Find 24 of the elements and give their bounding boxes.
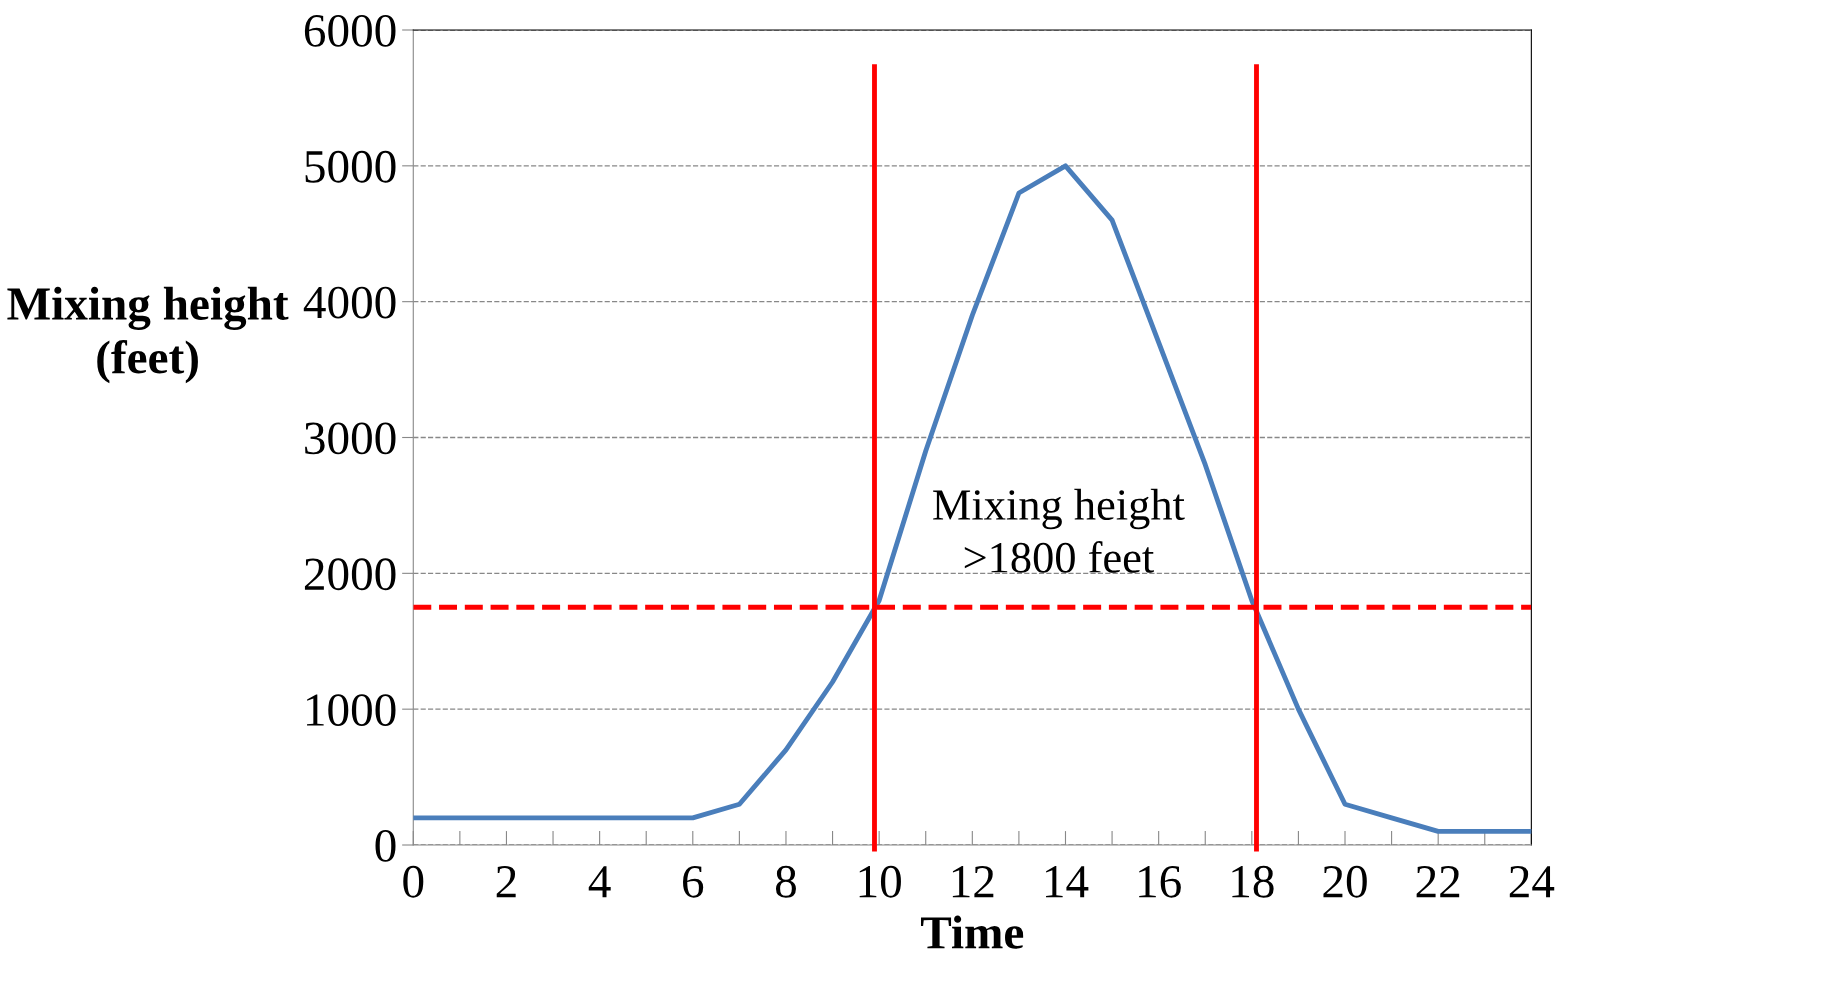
x-tick-label: 22 xyxy=(1416,865,1460,898)
x-tick-label: 10 xyxy=(859,865,901,898)
y-tick-label: 6000 xyxy=(304,14,396,47)
x-tick-label: 12 xyxy=(952,865,994,898)
y-tick-label: 2000 xyxy=(304,558,396,591)
x-tick-label: 4 xyxy=(588,866,611,898)
y-tick-label: 3000 xyxy=(305,422,396,455)
line-series xyxy=(413,163,1532,834)
x-tick-label: 2 xyxy=(496,865,516,898)
x-axis-title: Time xyxy=(921,915,1024,949)
y-tick-label: 0 xyxy=(375,829,396,862)
y-tick-label: 5000 xyxy=(305,150,396,183)
x-tick-label: 0 xyxy=(403,865,424,898)
y-tick-label: 1000 xyxy=(307,694,396,727)
x-tick-label: 18 xyxy=(1232,865,1274,898)
x-tick-label: 8 xyxy=(775,865,796,898)
annotation: Mixing height >1800 feet xyxy=(933,488,1185,573)
x-tick-label: 16 xyxy=(1139,865,1181,898)
x-tick-label: 14 xyxy=(1046,866,1089,898)
x-tick-label: 20 xyxy=(1323,865,1367,898)
y-axis-title: Mixing height (feet) xyxy=(7,286,289,384)
y-tick-label: 4000 xyxy=(303,286,396,319)
x-tick-label: 24 xyxy=(1509,865,1555,898)
x-tick-label: 6 xyxy=(683,865,704,898)
